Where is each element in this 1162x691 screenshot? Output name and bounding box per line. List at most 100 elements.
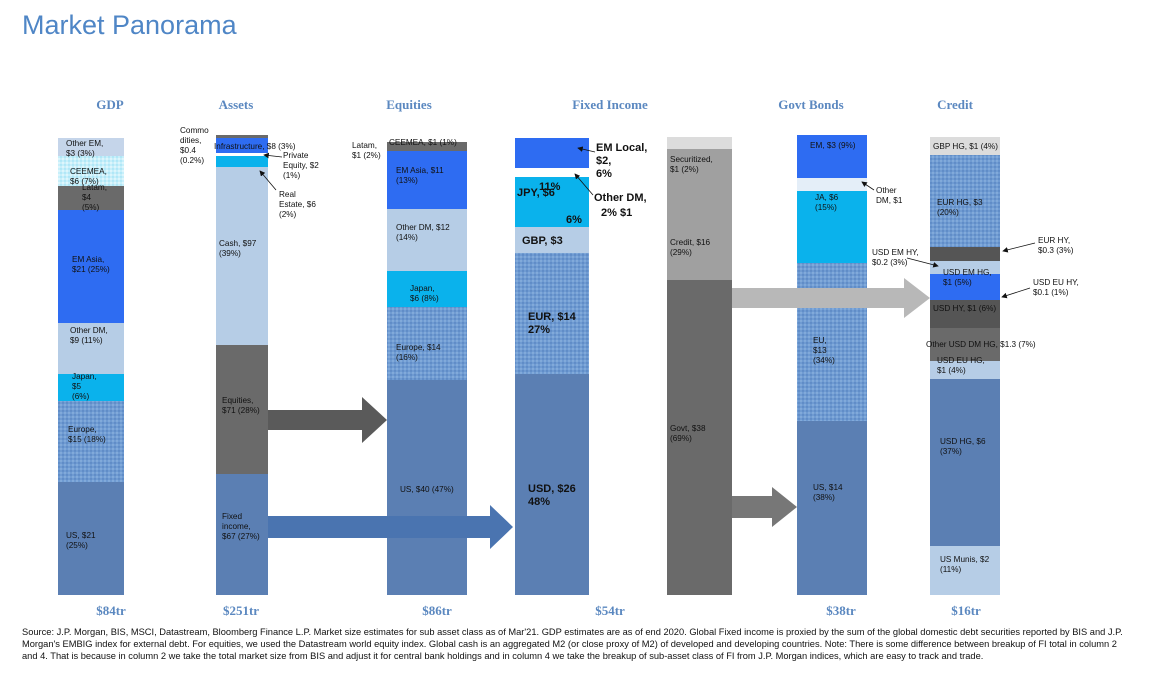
label-line: DM, $1 — [876, 196, 903, 205]
label-line: (14%) — [396, 233, 418, 242]
source-footnote: Source: J.P. Morgan, BIS, MSCI, Datastre… — [22, 627, 1123, 661]
assets-label-private-equity: Private Equity, $2 (1%) — [283, 151, 319, 180]
label-line: Estate, $6 — [279, 200, 316, 209]
label-line: dities, — [180, 136, 201, 145]
fi-bar-eur — [515, 253, 589, 374]
gdp-bar-europe — [58, 401, 124, 482]
label-line: EM Asia, $11 — [396, 166, 444, 175]
label-line: USD EM HG, — [943, 268, 992, 277]
column-total: $86tr — [422, 603, 452, 618]
equities-bar-ceemea — [387, 142, 467, 146]
credit-pointer-usd-em-hy — [906, 257, 939, 268]
label-line: (6%) — [72, 392, 90, 401]
govt-label-other-dm: Other DM, $1 — [876, 186, 903, 205]
credit-bar-usd-em-hg — [930, 274, 1000, 297]
label-line: Equity, $2 — [283, 161, 319, 170]
gdp-bar-japan — [58, 374, 124, 401]
label-line: $9 (11%) — [70, 336, 103, 345]
equities-label-ceemea: CEEMEA, $1 (1%) — [389, 138, 457, 147]
fi-breakdown-column: Securitized, $1 (2%) Credit, $16 (29%) Gov… — [667, 137, 732, 595]
gdp-bar-ceemea — [58, 156, 124, 186]
label-line: (39%) — [219, 249, 241, 258]
credit-label-usd-hy: USD HY, $1 (6%) — [933, 304, 996, 313]
label-line: Private — [283, 151, 309, 160]
label-line: (29%) — [670, 248, 692, 257]
gdp-label-us: US, $21 (25%) — [66, 531, 96, 550]
fib-label-govt: Govt, $38 (69%) — [670, 424, 706, 443]
credit-label-eur-hy: EUR HY, $0.3 (3%) — [1038, 236, 1074, 255]
market-panorama-chart: GDP Assets Equities Fixed Income Govt Bonds C… — [58, 97, 1079, 618]
assets-bar-real-estate — [216, 156, 268, 167]
arrow-equities-to-equities-column — [268, 397, 387, 443]
fib-label-credit: Credit, $16 (29%) — [670, 238, 710, 257]
gdp-label-other-dm: Other DM, $9 (11%) — [70, 326, 108, 345]
label-line: 48% — [528, 496, 550, 508]
label-line: income, — [222, 522, 251, 531]
label-line: USD, $26 — [528, 483, 576, 495]
equities-bar-us — [387, 380, 467, 595]
label-line: $67 (27%) — [222, 532, 260, 541]
credit-label-usd-em-hg: USD EM HG, $1 (5%) — [943, 268, 992, 287]
fib-bar-govt — [667, 280, 732, 595]
credit-label-us-munis: US Munis, $2 (11%) — [940, 555, 990, 574]
label-line: Fixed — [222, 512, 242, 521]
label-line: Govt, $38 — [670, 424, 706, 433]
label-line: $5 — [72, 382, 82, 391]
govt-bar-em — [797, 135, 867, 178]
label-line: EM Local, — [596, 142, 647, 154]
govt-label-eu: EU, $13 (34%) — [813, 336, 835, 365]
label-line: Real — [279, 190, 296, 199]
column-header: Credit — [937, 97, 974, 112]
fi-bar-gbp — [515, 227, 589, 253]
label-line: $1 (2%) — [670, 165, 699, 174]
assets-bar-infrastructure — [216, 138, 268, 153]
gdp-label-latam: Latam, $4 (5%) — [82, 183, 107, 212]
fi-bar-jpy — [515, 177, 589, 227]
label-line: Cash, $97 — [219, 239, 257, 248]
label-line: (25%) — [66, 541, 88, 550]
credit-column: GBP HG, $1 (4%) EUR HG, $3 (20%) EUR HY, $… — [872, 137, 1079, 595]
label-line: Other DM, $12 — [396, 223, 450, 232]
label-line: (2%) — [279, 210, 297, 219]
fi-label-gbp: GBP, $3 — [522, 235, 563, 247]
equities-bar-japan — [387, 271, 467, 307]
column-header: GDP — [96, 97, 124, 112]
label-line: $13 — [813, 346, 827, 355]
fi-label-em-local: EM Local, $2, 6% — [596, 142, 647, 180]
assets-label-cash: Cash, $97 (39%) — [219, 239, 257, 258]
label-line: $21 (25%) — [72, 265, 110, 274]
credit-pointer-usd-eu-hy — [1001, 287, 1031, 299]
equities-bar-em-asia — [387, 151, 467, 209]
label-line: Japan, — [410, 284, 435, 293]
equities-bar-latam — [387, 146, 467, 151]
label-line: Equities, — [222, 396, 253, 405]
fi-label-jpy-pct2: 6% — [566, 214, 582, 226]
credit-label-usd-hg: USD HG, $6 (37%) — [940, 437, 986, 456]
label-line: (20%) — [937, 208, 959, 217]
fi-pointer-other-dm — [574, 173, 594, 196]
column-total: $84tr — [96, 603, 126, 618]
label-line: (13%) — [396, 176, 418, 185]
gdp-label-em-asia: EM Asia, $21 (25%) — [72, 255, 110, 274]
label-line: $71 (28%) — [222, 406, 260, 415]
column-total: $54tr — [595, 603, 625, 618]
govt-pointer-other-dm — [861, 181, 875, 191]
arrow-govt-to-govt-bonds — [732, 487, 797, 527]
label-line: $6 (8%) — [410, 294, 439, 303]
fi-bar-other-dm — [515, 168, 589, 177]
assets-bar-commodities — [216, 135, 268, 138]
govt-bar-us — [797, 421, 867, 595]
column-header: Fixed Income — [572, 97, 648, 112]
column-header: Equities — [386, 97, 432, 112]
label-line: $6 (7%) — [70, 177, 99, 186]
gdp-bar-em-asia — [58, 210, 124, 323]
label-line: (1%) — [283, 171, 301, 180]
gdp-bar-other-dm — [58, 323, 124, 374]
equities-label-japan: Japan, $6 (8%) — [410, 284, 439, 303]
label-line: USD HG, $6 — [940, 437, 986, 446]
govt-bar-ja — [797, 191, 867, 263]
credit-bar-eur-hy — [930, 247, 1000, 261]
credit-label-usd-em-hy: USD EM HY, $0.2 (3%) — [872, 248, 919, 267]
label-line: 6% — [596, 168, 612, 180]
fib-bar-credit — [667, 149, 732, 280]
